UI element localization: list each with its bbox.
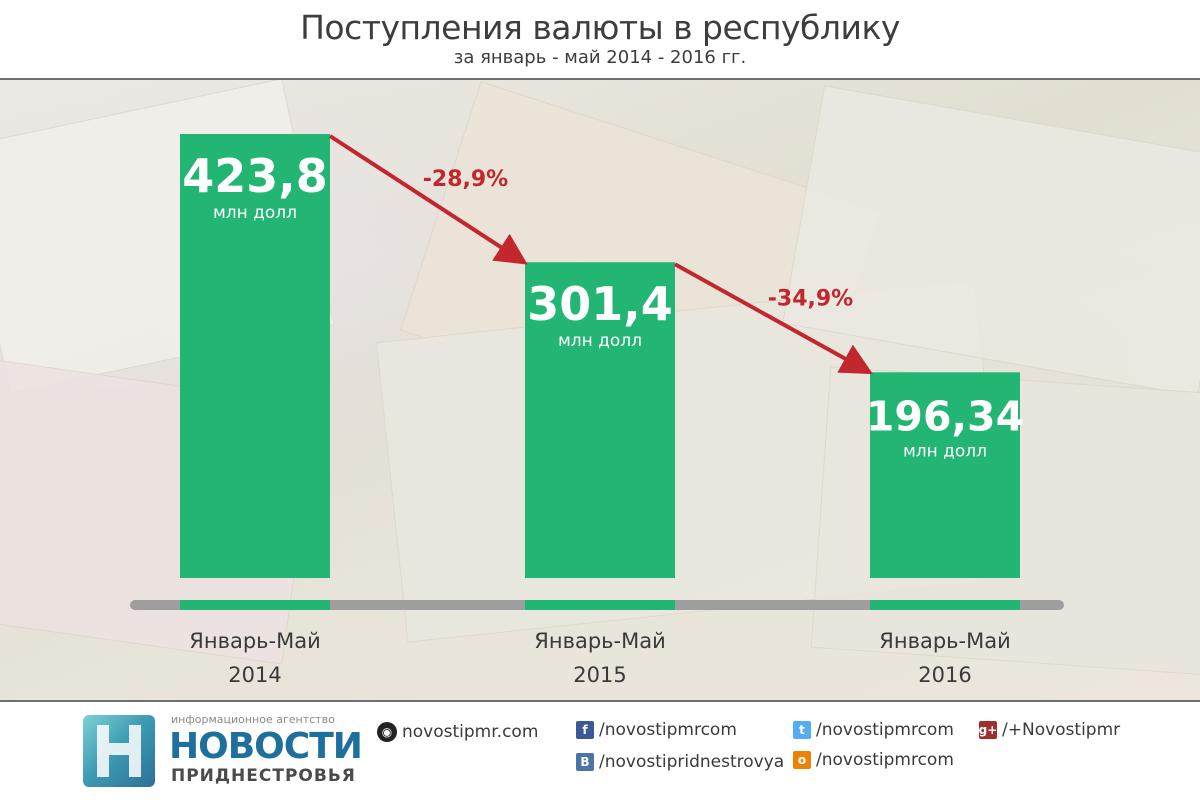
change-arrow-1 (328, 134, 528, 265)
bar-base-1 (180, 600, 330, 610)
googleplus-link-label: /+Novostipmr (1002, 720, 1121, 740)
change-label-1: -28,9% (423, 167, 508, 192)
bar-base-3 (870, 600, 1020, 610)
facebook-link-label: /novostipmrcom (599, 720, 737, 740)
value-label-3: 196,34 (866, 392, 1024, 440)
category-label-2-line-2: 2015 (573, 663, 626, 687)
unit-label-2: млн долл (558, 331, 642, 351)
change-label-2: -34,9% (768, 286, 853, 311)
header: Поступления валюты в республику за январ… (0, 0, 1200, 78)
facebook-icon: f (576, 721, 594, 739)
odnoklassniki-link[interactable]: o /novostipmrcom (793, 750, 954, 770)
agency-tagline: информационное агентство (171, 713, 335, 726)
agency-logo-icon (83, 715, 155, 787)
value-label-1: 423,8 (182, 149, 328, 203)
bar-2 (525, 262, 675, 578)
globe-icon: ◉ (377, 722, 397, 742)
bar-3 (870, 372, 1020, 578)
chart-subtitle: за январь - май 2014 - 2016 гг. (453, 47, 747, 68)
category-label-3-line-1: Январь-Май (879, 629, 1011, 653)
header-divider (0, 78, 1200, 80)
twitter-icon: t (793, 721, 811, 739)
change-arrow-2 (674, 262, 873, 375)
site-link-label: novostipmr.com (402, 722, 539, 742)
twitter-link-label: /novostipmrcom (816, 720, 954, 740)
googleplus-icon: g+ (978, 721, 998, 739)
category-label-2-line-1: Январь-Май (534, 629, 666, 653)
agency-brand: НОВОСТИ (169, 726, 363, 767)
bar-base-2 (525, 600, 675, 610)
unit-label-1: млн долл (213, 203, 297, 223)
category-label-1-line-1: Январь-Май (189, 629, 321, 653)
chart-title: Поступления валюты в республику (300, 8, 900, 47)
category-label-1-line-2: 2014 (228, 663, 281, 687)
unit-label-3: млн долл (903, 441, 987, 461)
facebook-link[interactable]: f /novostipmrcom (576, 720, 737, 740)
twitter-link[interactable]: t /novostipmrcom (793, 720, 954, 740)
footer-divider (0, 700, 1200, 702)
vk-link[interactable]: B /novostipridnestrovya (576, 752, 784, 772)
vk-icon: B (576, 753, 594, 771)
vk-link-label: /novostipridnestrovya (599, 752, 785, 772)
odnoklassniki-link-label: /novostipmrcom (816, 750, 954, 770)
footer: информационное агентство НОВОСТИ ПРИДНЕС… (0, 702, 1200, 800)
category-label-3-line-2: 2016 (918, 663, 971, 687)
bar-1 (180, 134, 330, 578)
value-label-2: 301,4 (527, 277, 673, 331)
site-link[interactable]: ◉ novostipmr.com (377, 722, 538, 742)
odnoklassniki-icon: o (793, 751, 811, 769)
googleplus-link[interactable]: g+ /+Novostipmr (979, 720, 1120, 740)
agency-brand-region: ПРИДНЕСТРОВЬЯ (171, 766, 356, 786)
